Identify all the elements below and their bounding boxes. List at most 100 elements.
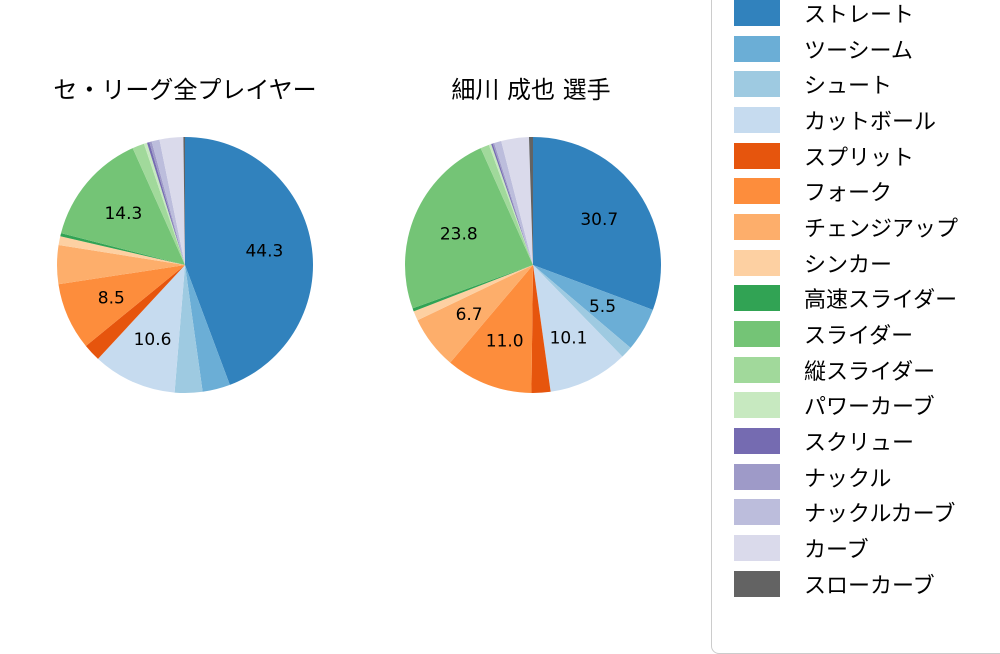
legend-item-9: スライダー [734,316,1000,352]
pie-slice-15 [501,137,533,265]
legend-label: チェンジアップ [804,216,959,242]
legend-swatch [734,499,780,526]
legend-item-0: ストレート [734,0,1000,31]
legend-swatch [734,356,780,383]
legend-swatch [734,285,780,312]
legend-item-11: パワーカーブ [734,388,1000,424]
pie-slice-1 [185,265,230,392]
pie-slice-16 [528,136,533,265]
legend-item-15: カーブ [734,530,1000,566]
pie-slice-1 [533,265,653,348]
pie-slice-label: 10.1 [550,328,588,348]
legend-item-14: ナックルカーブ [734,495,1000,531]
legend-swatch [734,0,780,26]
pie-slice-4 [531,265,551,394]
legend-swatch [734,428,780,455]
legend-item-16: スローカーブ [734,566,1000,602]
left-chart-title: セ・リーグ全プレイヤー [53,76,317,104]
legend-item-5: フォーク [734,173,1000,209]
legend-label: 高速スライダー [804,288,958,314]
pie-slice-3 [97,265,185,393]
pie-slice-label: 11.0 [486,332,524,352]
pie-chart-league: 44.3 10.6 8.5 14.3 [57,137,314,393]
legend-label: ツーシーム [804,38,913,64]
pie-slice-11 [488,144,533,265]
pie-slice-label: 8.5 [98,289,125,309]
legend-label: カーブ [804,538,869,564]
pie-slice-label: 6.7 [456,305,483,325]
pie-slice-4 [85,265,185,359]
pie-slice-15 [159,137,185,265]
pie-slice-9 [405,148,533,309]
pie-slice-12 [491,143,533,265]
legend-item-8: 高速スライダー [734,281,1000,317]
legend-item-6: チェンジアップ [734,209,1000,245]
legend-swatch [734,142,780,169]
legend-label: カットボール [804,109,937,135]
legend-item-7: シンカー [734,245,1000,281]
pie-slice-14 [494,141,533,265]
legend-swatch [734,463,780,490]
pie-slice-7 [413,265,533,321]
pie-slice-11 [143,142,185,265]
legend-label: スプリット [804,145,915,171]
right-chart-title: 細川 成也 選手 [451,76,611,104]
legend-label: シュート [804,74,893,100]
pie-slice-10 [132,143,185,265]
pitch-type-legend: ストレートツーシームシュートカットボール スプリットフォークチェンジアップ シンカー… [711,0,1000,654]
legend-label: スローカーブ [804,573,935,599]
legend-label: フォーク [804,181,893,207]
pie-slice-0 [533,137,662,310]
pie-slice-5 [450,265,533,393]
legend-label: ストレート [804,2,915,28]
pie-slice-8 [60,233,186,265]
legend-swatch [734,321,780,348]
pie-slice-2 [533,265,631,357]
legend-item-1: ツーシーム [734,31,1000,67]
pie-slice-9 [61,148,185,265]
pie-slice-13 [149,141,185,265]
legend-swatch [734,249,780,276]
legend-item-3: カットボール [734,102,1000,138]
pie-slice-6 [417,265,533,363]
legend-item-10: 縦スライダー [734,352,1000,388]
legend-label: スライダー [804,324,914,350]
legend-swatch [734,178,780,205]
pie-slice-label: 10.6 [134,330,172,350]
legend-item-12: スクリュー [734,423,1000,459]
legend-label: 縦スライダー [804,359,936,385]
legend-label: シンカー [804,252,893,278]
pie-chart-player: 30.7 5.510.1 11.06.7 23.8 [405,136,662,394]
pie-slice-3 [533,265,623,392]
pie-slice-0 [185,137,314,385]
legend-item-13: ナックル [734,459,1000,495]
legend-swatch [734,106,780,133]
pie-slice-7 [58,236,185,265]
legend-swatch [734,35,780,62]
legend-label: スクリュー [804,431,915,457]
pie-slice-label: 14.3 [104,204,142,224]
legend-swatch [734,570,780,597]
pie-slice-2 [174,265,203,393]
pie-slice-12 [146,142,185,265]
legend-item-4: スプリット [734,138,1000,174]
legend-swatch [734,71,780,98]
legend-label: ナックルカーブ [804,502,956,528]
pie-charts-canvas: 44.3 10.6 8.5 14.3 30.7 5.510.1 11.06.7 23.8 [57,136,662,394]
pie-slice-label: 30.7 [580,210,618,230]
legend-swatch [734,392,780,419]
legend-item-2: シュート [734,66,1000,102]
pie-slice-16 [183,137,185,265]
pie-slice-5 [58,265,186,346]
pie-slice-label: 23.8 [440,224,478,244]
legend-label: パワーカーブ [804,395,935,421]
pie-slice-14 [151,139,185,265]
pie-slice-13 [492,143,533,265]
legend-label: ナックル [804,466,892,492]
pie-slice-label: 5.5 [589,297,616,317]
pie-slice-10 [480,144,533,265]
pie-slice-6 [57,244,185,285]
pie-slice-label: 44.3 [245,242,283,262]
legend-swatch [734,213,780,240]
pie-slice-8 [412,265,533,312]
